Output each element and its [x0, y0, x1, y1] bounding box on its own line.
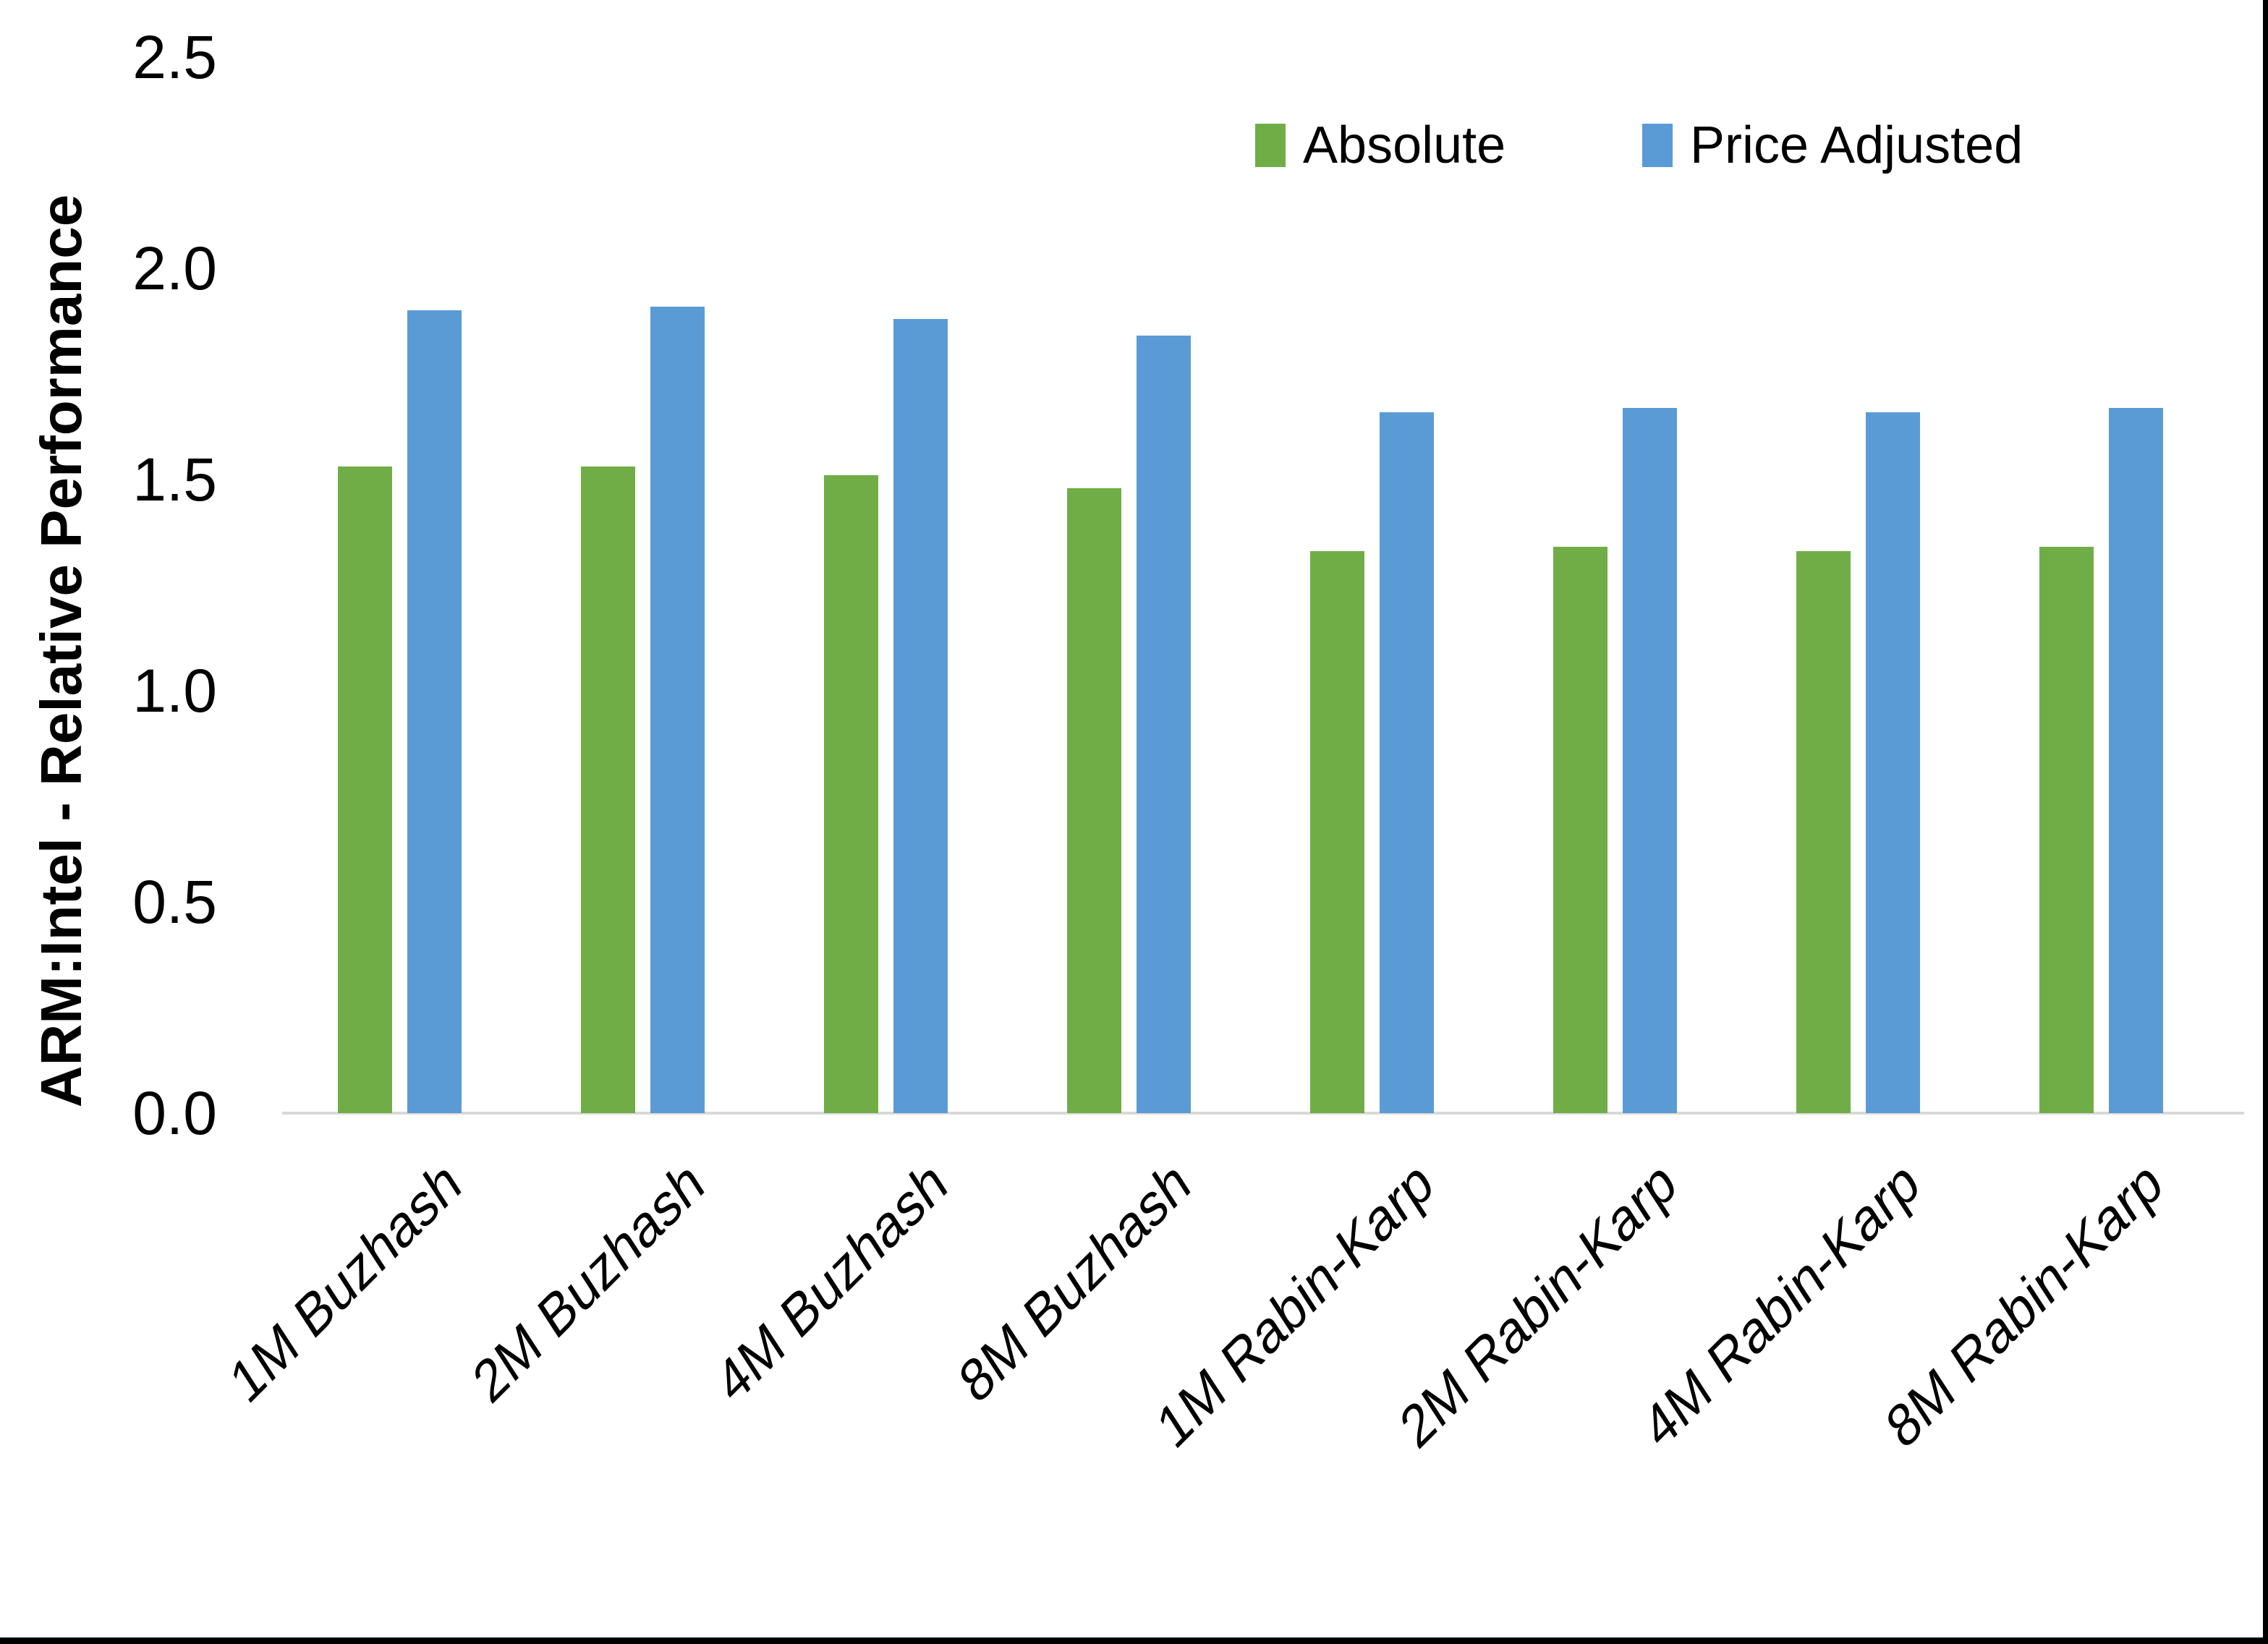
bar-absolute [581, 467, 635, 1113]
bar-absolute [2039, 547, 2094, 1113]
legend-label-absolute: Absolute [1303, 116, 1506, 174]
x-axis-baseline [282, 1112, 2244, 1115]
y-tick-label: 0.0 [132, 1079, 217, 1147]
y-tick-label: 2.0 [132, 234, 217, 302]
bar-absolute [1310, 551, 1364, 1113]
legend: Absolute Price Adjusted [0, 103, 2268, 190]
bar-price-adjusted [2109, 408, 2163, 1113]
legend-label-price-adjusted: Price Adjusted [1690, 116, 2023, 174]
y-tick-label: 1.0 [132, 657, 217, 725]
bar-price-adjusted [893, 319, 948, 1113]
bar-price-adjusted [1623, 408, 1677, 1113]
legend-swatch-price-adjusted [1642, 124, 1673, 167]
y-tick-label: 1.5 [132, 446, 217, 514]
bar-absolute [338, 467, 392, 1113]
bar-price-adjusted [650, 307, 705, 1113]
legend-swatch-absolute [1255, 124, 1286, 167]
y-tick-label: 0.5 [132, 868, 217, 936]
x-tick-label: 1M Buzhash [220, 1147, 471, 1417]
screenshot-right-edge [2263, 0, 2268, 1644]
y-tick-label: 2.5 [132, 23, 217, 91]
bar-price-adjusted [407, 310, 462, 1113]
screenshot-bottom-edge [0, 1637, 2268, 1644]
bar-absolute [824, 475, 878, 1113]
bar-absolute [1796, 551, 1851, 1113]
bar-absolute [1553, 547, 1607, 1113]
bar-absolute [1067, 488, 1121, 1113]
y-axis-title: ARM:Intel - Relative Performance [29, 194, 93, 1108]
bar-price-adjusted [1137, 336, 1191, 1113]
bar-price-adjusted [1866, 412, 1920, 1113]
bar-price-adjusted [1380, 412, 1434, 1113]
